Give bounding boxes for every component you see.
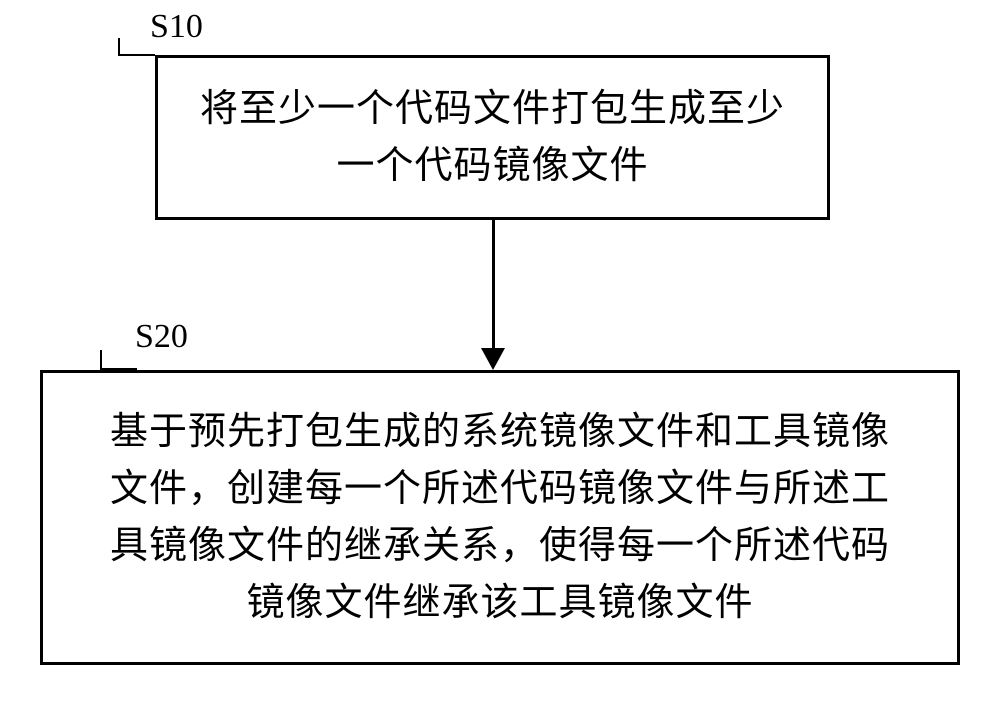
step-text-s10: 将至少一个代码文件打包生成至少 一个代码镜像文件 [200, 81, 785, 195]
label-line-s10 [118, 38, 155, 56]
step-label-s20: S20 [135, 318, 188, 356]
step-label-s10: S10 [150, 8, 203, 46]
step-text-line: 将至少一个代码文件打包生成至少 [200, 88, 785, 130]
step-text-line: 镜像文件继承该工具镜像文件 [246, 582, 753, 624]
step-box-s20: 基于预先打包生成的系统镜像文件和工具镜像 文件，创建每一个所述代码镜像文件与所述… [40, 370, 960, 665]
step-text-line: 具镜像文件的继承关系，使得每一个所述代码 [110, 525, 890, 567]
arrow-line [492, 220, 495, 348]
step-text-line: 文件，创建每一个所述代码镜像文件与所述工 [110, 468, 890, 510]
step-text-line: 一个代码镜像文件 [336, 145, 648, 187]
step-text-line: 基于预先打包生成的系统镜像文件和工具镜像 [110, 411, 890, 453]
label-line-s20 [100, 350, 137, 370]
step-box-s10: 将至少一个代码文件打包生成至少 一个代码镜像文件 [155, 55, 830, 220]
step-label-text: S10 [150, 8, 203, 45]
step-label-text: S20 [135, 318, 188, 355]
step-text-s20: 基于预先打包生成的系统镜像文件和工具镜像 文件，创建每一个所述代码镜像文件与所述… [110, 404, 890, 632]
arrow-head [481, 348, 505, 370]
flowchart-container: S10 将至少一个代码文件打包生成至少 一个代码镜像文件 S20 基于预先打包生… [0, 0, 1000, 705]
